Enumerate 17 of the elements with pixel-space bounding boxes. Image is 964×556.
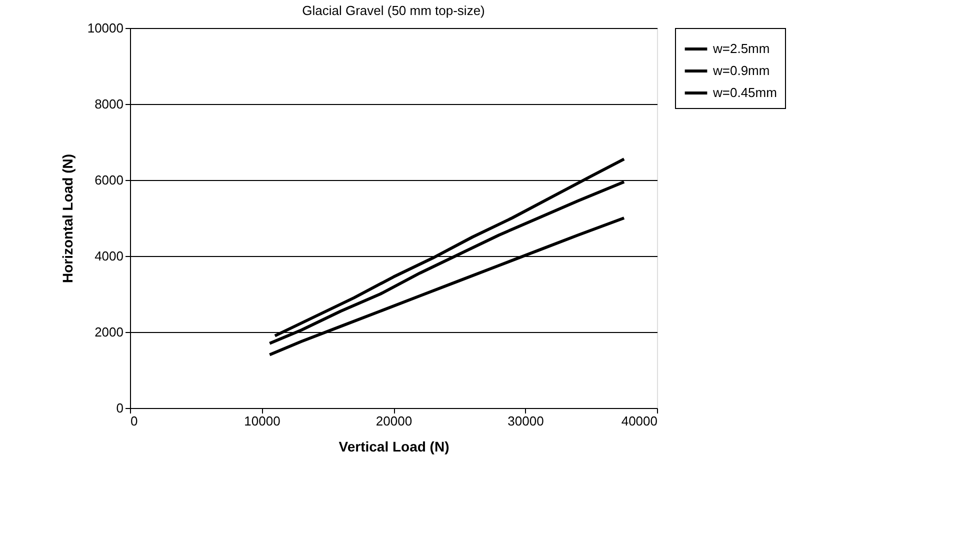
x-tick-label: 0 bbox=[130, 414, 138, 428]
y-tick-label: 0 bbox=[116, 400, 124, 416]
y-tick-label: 4000 bbox=[94, 248, 124, 264]
legend-label: w=0.45mm bbox=[712, 85, 777, 100]
y-tick-label: 2000 bbox=[94, 324, 124, 340]
y-tick-label: 6000 bbox=[94, 172, 124, 188]
x-tick-label: 30000 bbox=[508, 414, 544, 428]
x-tick-label: 40000 bbox=[621, 414, 658, 428]
legend-label: w=2.5mm bbox=[712, 41, 770, 56]
y-tick-label: 10000 bbox=[87, 20, 124, 36]
y-axis-title: Horizontal Load (N) bbox=[59, 154, 76, 284]
x-tick-label: 20000 bbox=[376, 414, 412, 428]
y-tick-label: 8000 bbox=[94, 96, 124, 112]
x-tick-label: 10000 bbox=[244, 414, 280, 428]
x-axis-title: Vertical Load (N) bbox=[338, 438, 450, 454]
legend-label: w=0.9mm bbox=[712, 63, 770, 78]
chart-title: Glacial Gravel (50 mm top-size) bbox=[302, 3, 485, 18]
